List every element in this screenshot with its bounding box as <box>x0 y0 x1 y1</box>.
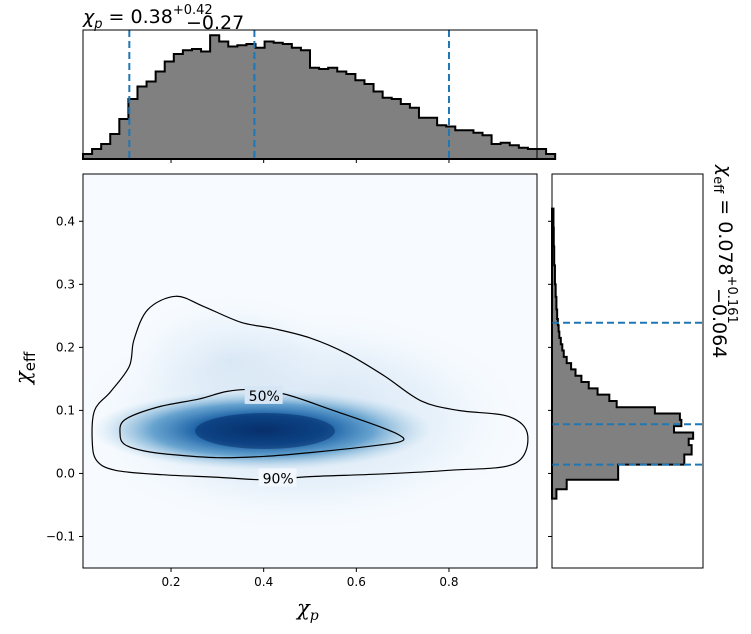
contours: 50% 90% <box>91 295 529 487</box>
ytick-label-5: 0.4 <box>56 214 75 228</box>
ytick-label-0: −0.1 <box>46 529 75 543</box>
chi-p-title-minus: −0.27 <box>186 12 244 34</box>
right-panel-frame <box>551 173 704 569</box>
xtick-label-1: 0.4 <box>254 575 273 589</box>
contour-label-bg-0 <box>244 385 283 404</box>
contour-label-1: 90% <box>263 471 294 487</box>
right-yticks <box>548 220 552 537</box>
main-panel-frame <box>82 173 538 569</box>
chi-p-histogram <box>82 34 557 160</box>
contour-label-bg-1 <box>258 468 297 487</box>
chi-eff-hist-bars <box>551 207 695 500</box>
main-yticks: −0.1 0.0 0.1 0.2 0.3 0.4 <box>46 214 83 543</box>
x-axis-label: χp <box>295 596 319 624</box>
ytick-label-1: 0.0 <box>56 466 75 480</box>
chi-eff-title-minus: −0.064 <box>708 288 730 358</box>
ytick-label-2: 0.1 <box>56 403 75 417</box>
top-panel-frame <box>82 29 538 160</box>
ytick-label-4: 0.3 <box>56 277 75 291</box>
chi-p-title-value: 0.38 <box>131 6 173 28</box>
ytick-label-3: 0.2 <box>56 340 75 354</box>
main-density-panel: 50%90% 0.2 0.4 0.6 0.8 −0.10.00.10.20.30.4 … <box>11 173 538 624</box>
chi-p-title: χp = 0.38+0.42 <box>82 3 213 32</box>
chi-p-title-symbol: χ <box>82 6 95 28</box>
chi-p-hist-bars <box>82 34 557 160</box>
contour-label-0: 50% <box>249 389 280 405</box>
contour-0 <box>119 388 405 459</box>
contour-1 <box>91 295 529 481</box>
chi-p-title-sub: p <box>93 17 102 32</box>
right-hist-panel: χeff = 0.078+0.161 −0.064 <box>548 164 739 569</box>
xtick-label-3: 0.8 <box>439 575 458 589</box>
y-axis-label: χeff <box>11 351 39 386</box>
main-xticks: 0.2 0.4 0.6 0.8 <box>161 568 459 589</box>
chi-p-title-plus: +0.42 <box>173 3 213 18</box>
top-xticks <box>170 159 450 163</box>
xtick-label-2: 0.6 <box>347 575 366 589</box>
top-hist-panel: χp = 0.38+0.42 −0.27 <box>82 3 557 163</box>
chi-eff-histogram <box>551 207 695 500</box>
xtick-label-0: 0.2 <box>161 575 180 589</box>
chi-eff-title: χeff = 0.078+0.161 <box>710 164 739 324</box>
density-peak <box>195 413 335 449</box>
chi-eff-quantile-lines <box>552 321 703 466</box>
